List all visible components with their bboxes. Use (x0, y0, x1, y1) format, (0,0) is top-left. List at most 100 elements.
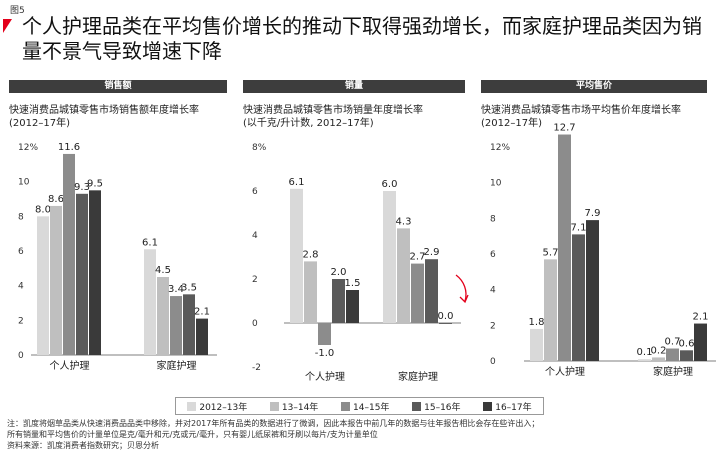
legend-label: 16–17年 (495, 402, 532, 413)
y-tick-label: 8% (252, 143, 267, 153)
bar (586, 220, 599, 361)
bar (144, 249, 156, 355)
footnote-line: 资料来源：凯度消费者指数研究；贝恩分析 (7, 441, 159, 450)
data-label: 9.5 (87, 178, 103, 189)
data-label: 2.8 (303, 249, 319, 260)
red-flag-marker (3, 19, 12, 33)
data-label: 4.3 (396, 216, 412, 227)
panel-asp: 平均售价 快速消费品城镇零售市场平均售价年度增长率 (2012–17年) 0 2 4… (481, 80, 716, 385)
subtitle-line: 快速消费品城镇零售市场平均售价年度增长率 (481, 105, 681, 116)
y-tick-label: 2 (18, 316, 24, 326)
y-tick-label: 0 (490, 357, 496, 367)
y-tick-label: 4 (252, 231, 258, 241)
figure-label: 图5 (10, 6, 25, 16)
category-label: 个人护理 (545, 365, 585, 378)
bar (666, 348, 679, 361)
y-tick-label: 0 (252, 319, 258, 329)
panel-subtitle: 快速消费品城镇零售市场销量年度增长率 (以千克/升计数, 2012–17年) (243, 104, 423, 130)
legend-label: 14–15年 (353, 402, 390, 413)
y-tick-label: 6 (18, 247, 24, 257)
legend-swatch (483, 401, 493, 411)
data-label: 2.1 (194, 307, 210, 318)
subtitle-line: 快速消费品城镇零售市场销量年度增长率 (243, 105, 423, 116)
data-label: 7.9 (585, 208, 601, 219)
data-label: 2.7 (410, 252, 426, 263)
data-label: 6.0 (382, 179, 398, 190)
y-tick-label: 0 (18, 351, 24, 361)
bar (50, 205, 62, 355)
legend-swatch (187, 401, 197, 411)
bar (183, 294, 195, 355)
footnote-line: 注：凯度将烟草品类从快速消费品品类中移除，并对2017年所有品类的数据进行了微调… (7, 419, 540, 428)
y-tick-label: 2 (252, 275, 258, 285)
bar (332, 279, 345, 323)
data-label: 8.0 (35, 204, 51, 215)
bar (544, 259, 557, 361)
data-label: 1.8 (529, 317, 545, 328)
bar (89, 190, 101, 355)
y-tick-label: 8 (18, 212, 24, 222)
subtitle-line: 快速消费品城镇零售市场销售额年度增长率 (9, 105, 199, 116)
bar (346, 290, 359, 323)
y-tick-label: 6 (252, 187, 258, 197)
bar (638, 359, 651, 361)
legend-item: 13–14年 (269, 400, 319, 413)
data-label: 12.7 (553, 123, 575, 134)
category-label: 个人护理 (50, 359, 90, 372)
footnotes: 注：凯度将烟草品类从快速消费品品类中移除，并对2017年所有品类的数据进行了微调… (7, 418, 539, 451)
data-label: 0.6 (679, 338, 695, 349)
legend-swatch (341, 401, 351, 411)
data-label: -1.0 (315, 348, 335, 359)
chart-legend: 2012–13年 13–14年 14–15年 15–16年 16–17年 (175, 397, 544, 415)
red-arrow-icon (455, 274, 469, 304)
y-tick-label: 2 (490, 321, 496, 331)
panel-sales: 销售额 快速消费品城镇零售市场销售额年度增长率 (2012–17年) 0 2 4 6 8… (9, 80, 227, 385)
legend-swatch (269, 401, 279, 411)
data-label: 5.7 (543, 247, 559, 258)
chart-sales: 0 2 4 6 8 10 12% 8.08.6 11.6 9.39.5 个人护理 6.1 4.5 3.43… (18, 142, 217, 372)
bar (411, 263, 424, 323)
subtitle-line: (2012–17年) (481, 118, 542, 129)
panel-subtitle: 快速消费品城镇零售市场销售额年度增长率 (2012–17年) (9, 104, 199, 130)
data-label: 0.1 (637, 347, 653, 358)
subtitle-line: (以千克/升计数, 2012–17年) (243, 118, 374, 129)
bar (37, 216, 49, 355)
data-label: 2.1 (693, 312, 709, 323)
y-tick-label: 12% (18, 143, 38, 153)
data-label: 3.4 (168, 284, 184, 295)
bar (680, 350, 693, 361)
data-label: 11.6 (58, 142, 80, 153)
chart-volume: -2 0 2 4 6 8% 6.1 2.8 -1.0 2.01.5 个人护理 6.0 4.3 2.72.9… (252, 143, 461, 383)
legend-item: 14–15年 (341, 400, 389, 413)
bar (318, 323, 331, 345)
bar (558, 134, 571, 361)
bar (63, 153, 75, 355)
data-label: 0.0 (438, 311, 454, 322)
bar (383, 191, 396, 323)
legend-item: 2012–13年 (187, 400, 247, 413)
legend-swatch (412, 401, 422, 411)
bar (304, 261, 317, 323)
bar (530, 328, 543, 361)
legend-item: 15–16年 (412, 400, 461, 413)
data-label: 1.5 (345, 278, 361, 289)
data-label: 7.1 (571, 222, 587, 233)
data-label: 2.0 (331, 267, 347, 278)
bar (196, 318, 208, 355)
bar (694, 323, 707, 361)
legend-label: 13–14年 (281, 402, 319, 413)
data-label: 3.5 (181, 282, 197, 293)
y-tick-label: 4 (18, 282, 24, 292)
panel-header: 平均售价 (481, 80, 707, 93)
bar (157, 277, 169, 355)
y-tick-label: 8 (490, 214, 496, 224)
data-label: 6.1 (289, 177, 305, 188)
panel-subtitle: 快速消费品城镇零售市场平均售价年度增长率 (2012–17年) (481, 104, 681, 130)
bar (572, 234, 585, 361)
category-label: 家庭护理 (157, 359, 197, 372)
bar (439, 323, 452, 324)
data-label: 0.2 (651, 345, 667, 356)
footnote-line: 所有销量和平均售价的计量单位是克/毫升和元/克或元/毫升，只有婴儿纸尿裤和牙刷以… (7, 430, 378, 439)
legend-item: 16–17年 (483, 400, 532, 413)
page-title: 个人护理品类在平均售价增长的推动下取得强劲增长，而家庭护理品类因为销量不景气导致… (22, 14, 702, 63)
